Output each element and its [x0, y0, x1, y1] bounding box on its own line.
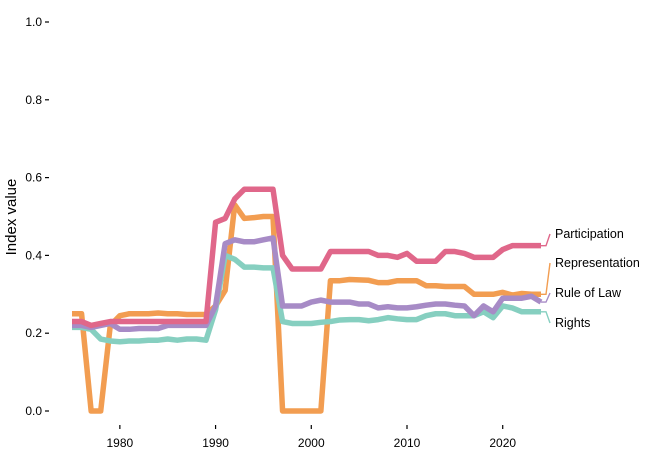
y-tick-label: 0.0: [25, 404, 42, 418]
series-lines: [72, 186, 543, 414]
x-tick-label: 1990: [202, 436, 229, 450]
series-line-rule-of-law: [72, 235, 543, 333]
series-label-rights: Rights: [555, 316, 590, 330]
y-axis-title: Index value: [3, 179, 20, 256]
series-leader-line: [541, 311, 551, 324]
series-leader-line: [541, 262, 551, 295]
x-tick-label: 1980: [107, 436, 134, 450]
y-tick-label: 0.4: [25, 248, 42, 262]
y-axis: 0.0 0.2 0.4 0.6 0.8 1.0: [25, 15, 49, 418]
y-tick-label: 0.8: [25, 93, 42, 107]
series-line-representation: [72, 202, 541, 414]
y-tick-label: 1.0: [25, 15, 42, 29]
x-tick-label: 2000: [298, 436, 325, 450]
series-label-rule-of-law: Rule of Law: [555, 286, 622, 300]
series-line-participation: [72, 186, 541, 329]
series-label-participation: Participation: [555, 227, 624, 241]
series-labels: Participation Representation Rule of Law Ri…: [541, 227, 640, 330]
y-tick-label: 0.6: [25, 171, 42, 185]
y-tick-label: 0.2: [25, 326, 42, 340]
x-tick-label: 2010: [394, 436, 421, 450]
series-leader-line: [541, 233, 551, 247]
series-label-representation: Representation: [555, 256, 640, 270]
x-axis: 1980 1990 2000 2010 2020: [107, 425, 516, 450]
series-leader-line: [541, 292, 551, 303]
series-line-rights: [72, 252, 541, 345]
x-tick-label: 2020: [489, 436, 516, 450]
